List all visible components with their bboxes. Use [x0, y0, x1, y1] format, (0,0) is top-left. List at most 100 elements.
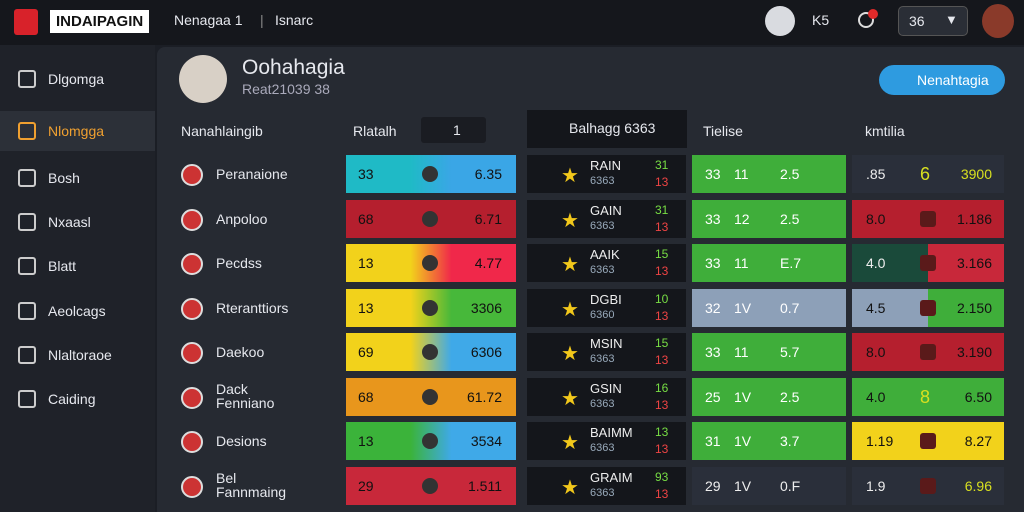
match-code: GSIN — [590, 380, 622, 396]
match-num: 93 — [655, 469, 669, 484]
score-cell: 1.19 8.27 — [852, 422, 1004, 460]
search-button[interactable]: Nenahtagia — [879, 65, 1005, 95]
profile-subtitle: Reat21039 38 — [242, 81, 330, 97]
divider: | — [260, 12, 264, 28]
table-row[interactable]: Desions 13 3534 ★ BAIMM 6363 13 13 31 1V 3.7 1.19 8.… — [169, 422, 1009, 462]
score-cell: .85 6 3900 — [852, 155, 1004, 193]
stat-value: 11 — [734, 344, 749, 360]
sidebar-item[interactable]: Bosh — [0, 158, 155, 198]
match-num: 13 — [655, 442, 669, 456]
avatar[interactable] — [982, 4, 1014, 38]
team-icon — [181, 164, 203, 186]
odds-icon — [422, 255, 438, 271]
table-row[interactable]: Rteranttiors 13 3306 ★ DGBI 6360 10 13 32 1V 0.7 4.… — [169, 288, 1009, 329]
bolt-button[interactable] — [765, 6, 795, 36]
score-value: 2.150 — [956, 299, 992, 316]
column-header[interactable]: Nanahlaingib — [181, 123, 263, 139]
sidebar-label: Caiding — [48, 391, 96, 407]
sidebar-item[interactable]: Nlaltoraoe — [0, 335, 155, 375]
table-row[interactable]: Daekoo 69 6306 ★ MSIN 6363 15 13 33 11 5.7 8.0 3.190 — [169, 333, 1009, 373]
odds-value: 13 — [358, 299, 374, 316]
sidebar-label: Nlaltoraoe — [48, 347, 112, 363]
logo-icon — [14, 9, 38, 35]
match-num: 13 — [655, 219, 669, 234]
odds-cell: 29 1.511 — [346, 466, 516, 505]
odds-value: 13 — [358, 255, 374, 271]
stat-value: 11 — [734, 166, 749, 182]
page-number: 1 — [453, 122, 461, 138]
nav-link[interactable]: Nenagaa 1 — [174, 12, 243, 28]
sidebar-label: Bosh — [48, 170, 80, 186]
match-cell: ★ MSIN 6363 15 13 — [527, 333, 686, 371]
stat-value: 0.7 — [780, 299, 800, 316]
sidebar-icon — [18, 390, 36, 408]
notification-dot — [868, 9, 878, 19]
team-name: Anpoloo — [216, 210, 268, 227]
score-cell: 4.0 3.166 — [852, 244, 1004, 282]
odds-cell: 13 3534 — [346, 422, 516, 460]
match-cell: ★ GSIN 6363 16 13 — [527, 377, 686, 416]
match-num: 15 — [655, 336, 669, 350]
sidebar-item[interactable]: Blatt — [0, 246, 155, 286]
match-code: RAIN — [590, 158, 622, 173]
table-row[interactable]: Anpoloo 68 6.71 ★ GAIN 6363 31 13 33 12 2.5 8.0 1.18… — [169, 199, 1009, 240]
table-row[interactable]: Pecdss 13 4.77 ★ AAIK 6363 15 13 33 11 E.7 4.0 3.166 — [169, 244, 1009, 284]
odds-value: 68 — [358, 210, 374, 227]
match-cell: ★ RAIN 6363 31 13 — [527, 155, 686, 193]
score-value: 4.5 — [866, 299, 886, 316]
top-bar: INDAIPAGIN Nenagaa 1 | Isnarc K5 36 ▼ — [0, 0, 1024, 45]
odds-cell: 13 3306 — [346, 288, 516, 327]
odds-icon — [422, 433, 438, 449]
stat-cell: 31 1V 3.7 — [692, 422, 846, 460]
badge-dropdown[interactable]: 36 ▼ — [898, 6, 968, 36]
odds-value: 3306 — [470, 299, 502, 316]
team-icon — [181, 342, 203, 364]
star-icon: ★ — [561, 254, 579, 276]
stat-value: 33 — [705, 166, 721, 182]
odds-icon — [422, 344, 438, 360]
sidebar: Dlgomga Nlomgga Bosh Nxaasl Blatt Aeolcags Nla… — [0, 45, 155, 512]
score-value: 4.0 — [866, 388, 886, 405]
score-value: 3900 — [960, 166, 992, 182]
match-num: 13 — [655, 264, 669, 278]
team-icon — [181, 475, 203, 498]
match-code: BAIMM — [590, 425, 633, 440]
score-mark: 6 — [920, 164, 931, 184]
profile-name: Oohahagia — [242, 56, 345, 79]
stat-cell: 25 1V 2.5 — [692, 377, 846, 416]
odds-value: 29 — [358, 477, 374, 494]
match-code: GRAIM — [590, 469, 633, 485]
match-cell: ★ GRAIM 6363 93 13 — [527, 466, 686, 505]
star-icon: ★ — [561, 209, 579, 232]
sidebar-item[interactable]: Aeolcags — [0, 291, 155, 331]
match-cell: ★ AAIK 6363 15 13 — [527, 244, 686, 282]
score-value: 1.9 — [866, 477, 886, 494]
match-num: 13 — [655, 486, 669, 501]
match-num: 15 — [655, 247, 669, 261]
column-header: Balhagg 6363 — [569, 120, 656, 136]
score-icon — [920, 299, 936, 316]
nav-link[interactable]: Isnarc — [275, 12, 314, 28]
table-row[interactable]: Bel Fannmaing 29 1.511 ★ GRAIM 6363 93 13 29 1V 0.… — [169, 466, 1009, 507]
sidebar-label: Blatt — [48, 258, 77, 274]
notification-icon[interactable] — [858, 12, 874, 28]
match-sub: 6363 — [590, 219, 615, 232]
column-header[interactable]: kmtilia — [865, 123, 905, 139]
sidebar-item[interactable]: Caiding — [0, 379, 155, 419]
match-num: 10 — [655, 291, 669, 306]
score-icon — [920, 255, 936, 271]
star-icon: ★ — [561, 387, 579, 410]
stat-value: 0.F — [780, 477, 801, 494]
table-row[interactable]: Dack Fenniano 68 61.72 ★ GSIN 6363 16 13 25 1V 2.5… — [169, 377, 1009, 418]
table-row[interactable]: Peranaione 33 6.35 ★ RAIN 6363 31 13 33 11 2.5.85 6… — [169, 155, 1009, 195]
sidebar-item[interactable]: Nlomgga — [0, 111, 155, 151]
sidebar-item[interactable]: Nxaasl — [0, 202, 155, 242]
odds-icon — [422, 210, 438, 227]
main-panel: Oohahagia Reat21039 38 Nenahtagia Nanahl… — [157, 47, 1024, 512]
stat-value: E.7 — [780, 255, 802, 271]
odds-icon — [422, 477, 438, 494]
odds-cell: 13 4.77 — [346, 244, 516, 282]
stat-value: 33 — [705, 255, 721, 271]
sidebar-item[interactable]: Dlgomga — [0, 59, 155, 99]
pager[interactable]: 1 — [421, 117, 486, 143]
